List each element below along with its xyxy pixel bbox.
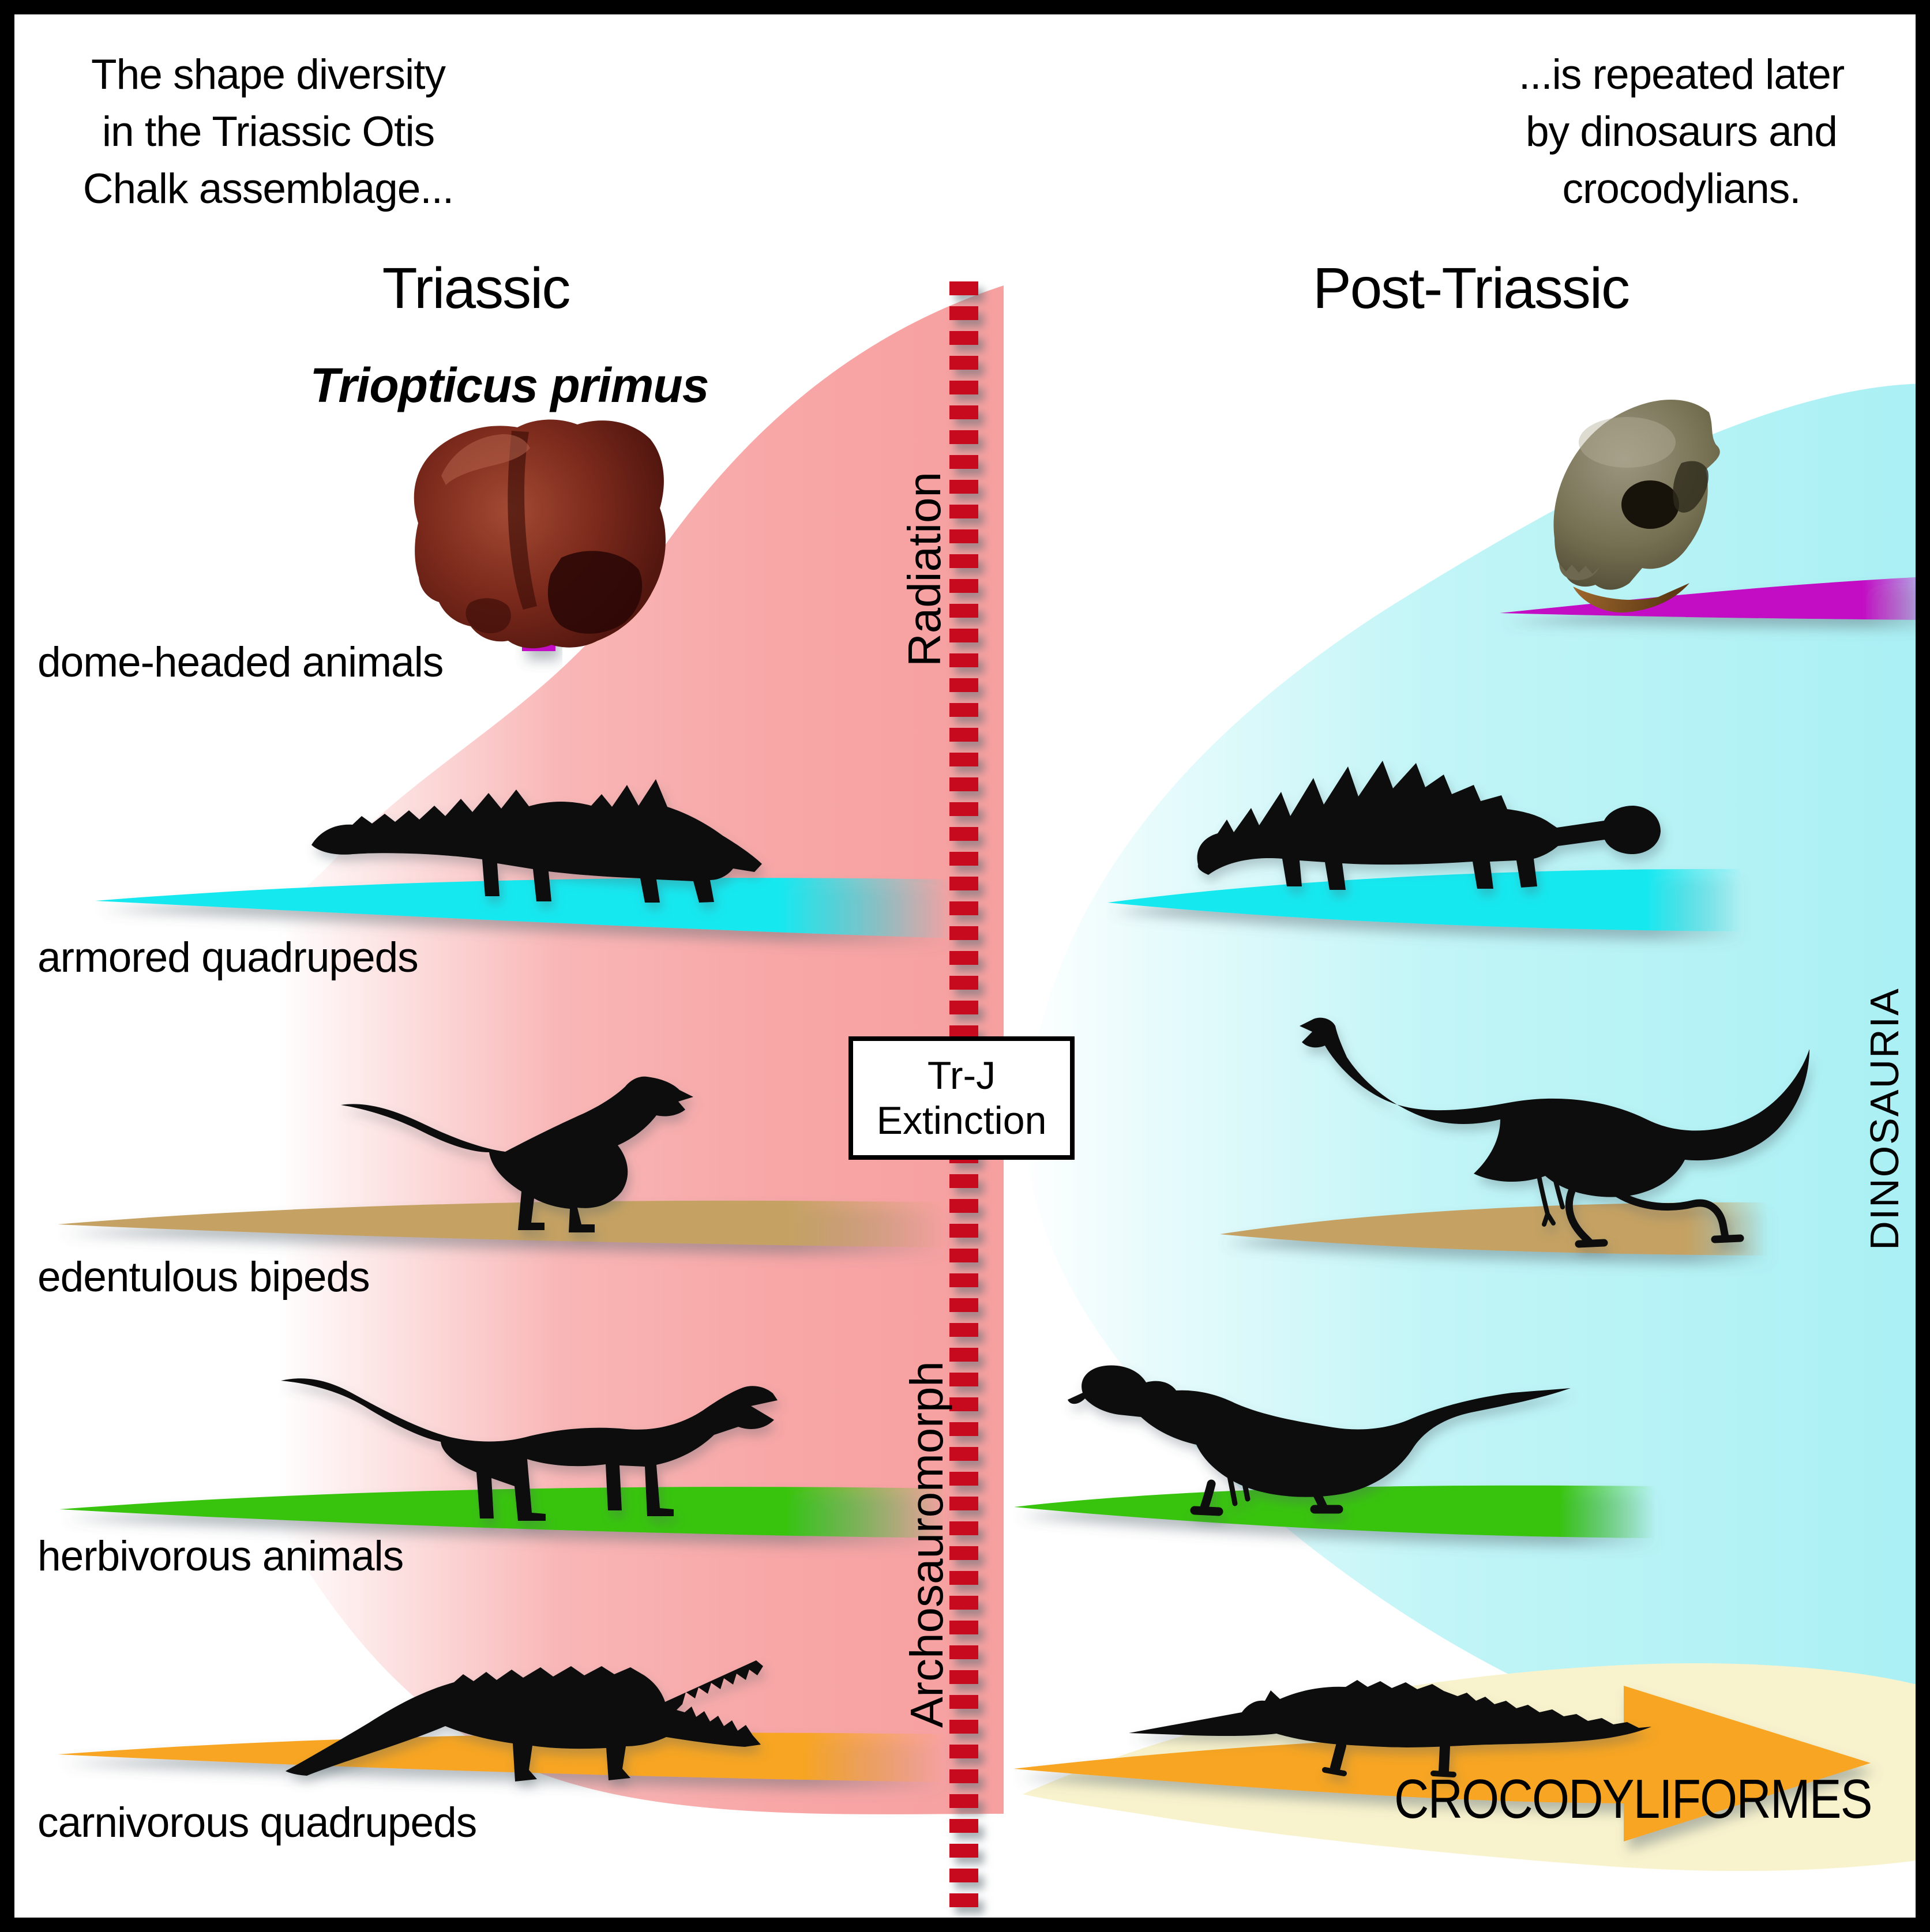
silesaurid-silhouette: [281, 1378, 778, 1521]
era-heading-triassic: Triassic: [382, 256, 571, 321]
intro-text-right: ...is repeated later by dinosaurs and cr…: [1451, 46, 1912, 217]
intro-right-line-1: ...is repeated later: [1518, 51, 1845, 98]
crested-herbivore-silhouette: [1068, 1365, 1571, 1516]
figure-artwork: [58, 285, 1916, 1871]
wedge-edentulous-left: [58, 1200, 946, 1247]
triassic-radiation-field: [118, 285, 1004, 1814]
wedge-edentulous-right: [1220, 1202, 1768, 1256]
aetosaur-silhouette: [311, 779, 762, 903]
row-label-herbivorous: herbivorous animals: [37, 1533, 404, 1580]
triopticus-skull-photo: [414, 419, 666, 649]
shuvosaurid-silhouette: [341, 1076, 693, 1232]
intro-right-line-3: crocodylians.: [1562, 166, 1801, 212]
intro-text-left: The shape diversity in the Triassic Otis…: [37, 46, 499, 217]
intro-left-line-3: Chalk assemblage...: [82, 166, 454, 212]
wedge-carnivore-left: [58, 1732, 944, 1782]
intro-right-line-2: by dinosaurs and: [1526, 108, 1838, 155]
ankylosaur-silhouette: [1197, 761, 1661, 890]
wedge-armored-right: [1107, 869, 1742, 931]
intro-left-line-1: The shape diversity: [91, 51, 446, 98]
dinosauria-vertical-label: DINOSAURIA: [1862, 987, 1907, 1250]
wedge-armored-left: [95, 878, 952, 938]
row-label-dome-headed: dome-headed animals: [37, 639, 444, 686]
extinction-line-1: Tr-J: [927, 1054, 996, 1097]
archosauromorph-vertical-label: Archosauromorph: [901, 1361, 952, 1728]
extinction-label-box: Tr-J Extinction: [848, 1036, 1075, 1160]
pachycephalosaur-skull-photo: [1553, 400, 1720, 613]
crocodile-silhouette: [1129, 1680, 1651, 1777]
row-label-armored: armored quadrupeds: [37, 934, 419, 981]
extinction-line-2: Extinction: [876, 1099, 1047, 1142]
row-label-edentulous: edentulous bipeds: [37, 1254, 370, 1300]
phytosaur-silhouette: [286, 1660, 763, 1781]
intro-left-line-2: in the Triassic Otis: [102, 108, 435, 155]
era-heading-post-triassic: Post-Triassic: [1312, 256, 1630, 321]
crocodyliformes-label: CROCODYLIFORMES: [1394, 1768, 1872, 1830]
ornithomimid-silhouette: [1300, 1017, 1809, 1248]
specimen-name: Triopticus primus: [310, 358, 709, 412]
radiation-vertical-label: Radiation: [899, 471, 950, 667]
row-label-carnivorous: carnivorous quadrupeds: [37, 1799, 477, 1846]
wedge-herbivore-left: [59, 1487, 946, 1538]
